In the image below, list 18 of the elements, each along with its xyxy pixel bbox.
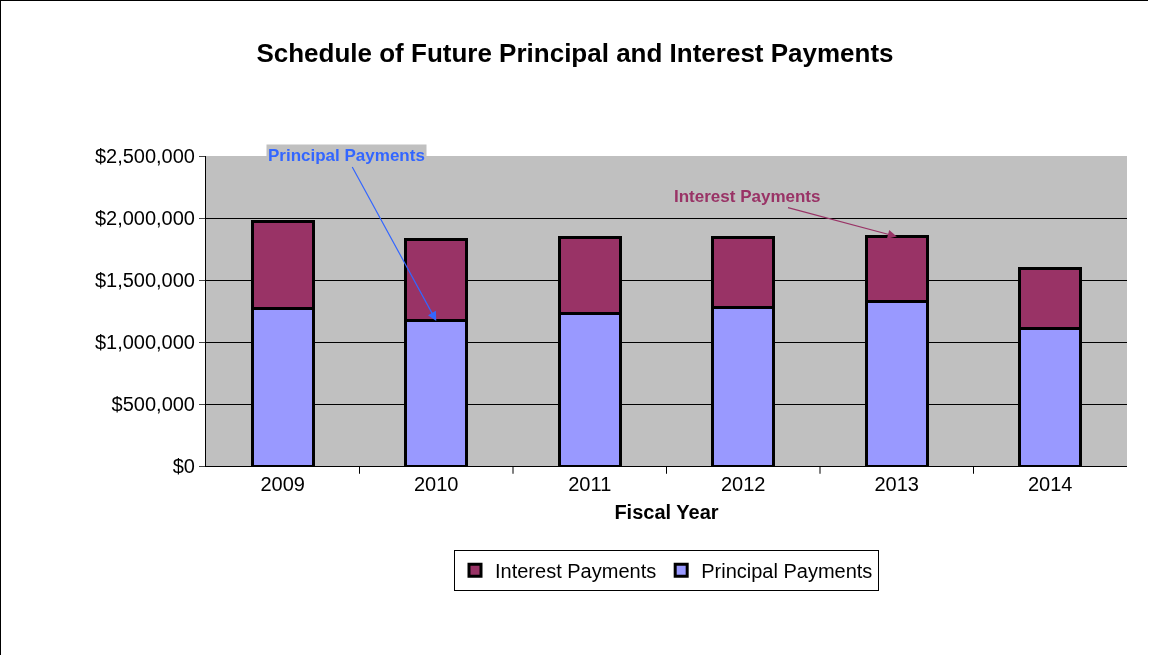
x-tick-label: 2009 (260, 473, 305, 495)
x-tick-label: 2013 (874, 473, 919, 495)
chart-title: Schedule of Future Principal and Interest Payments (256, 37, 894, 68)
y-tick-label: $1,500,000 (94, 269, 195, 291)
x-axis-title: Fiscal Year (614, 500, 719, 523)
y-tick-label: $0 (172, 455, 195, 477)
y-tick-label: $500,000 (111, 393, 195, 415)
x-tick-label: 2014 (1028, 473, 1073, 495)
x-tick-label: 2010 (414, 473, 459, 495)
legend-label: Principal Payments (701, 560, 873, 582)
y-tick-label: $1,000,000 (94, 331, 195, 353)
y-tick-label: $2,500,000 (94, 145, 195, 167)
annotation: Interest Payments (674, 187, 821, 206)
x-tick-label: 2011 (568, 473, 612, 495)
y-tick-label: $2,000,000 (94, 207, 195, 229)
annotation: Principal Payments (268, 146, 425, 165)
x-tick-label: 2012 (721, 473, 766, 495)
legend-label: Interest Payments (495, 560, 657, 582)
